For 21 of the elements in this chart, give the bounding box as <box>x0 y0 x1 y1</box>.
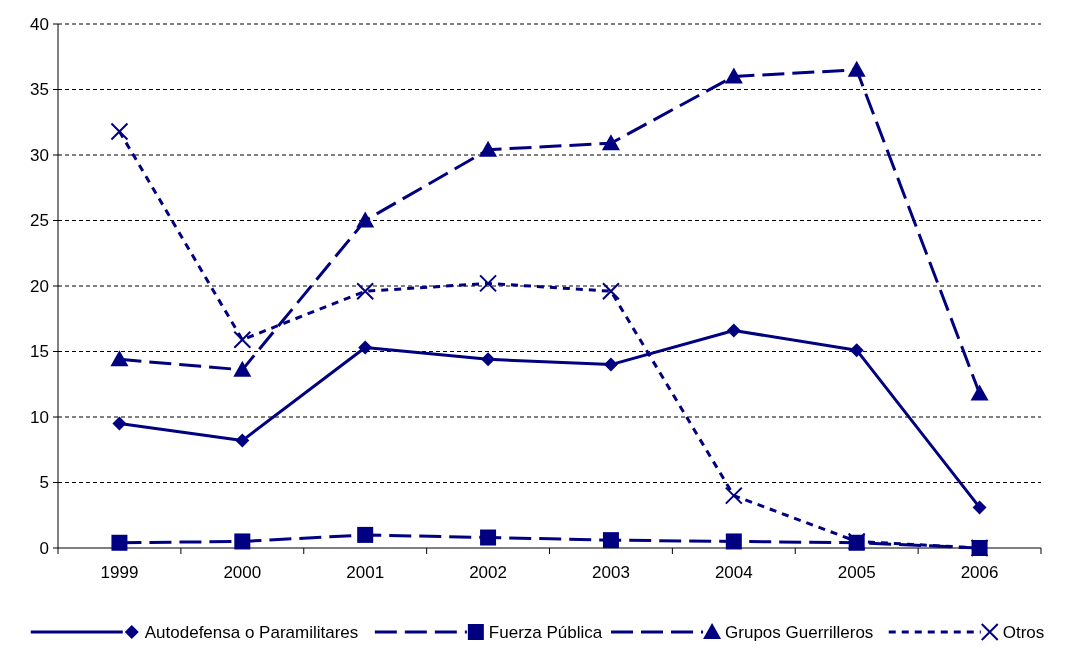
x-tick-label: 2002 <box>469 563 507 582</box>
x-tick-label: 1999 <box>100 563 139 582</box>
x-tick-label: 2004 <box>714 563 753 582</box>
legend-label: Otros <box>1002 622 1045 642</box>
legend-label: Fuerza Pública <box>488 622 603 642</box>
x-tick-label: 2001 <box>346 563 385 582</box>
x-tick-label: 2000 <box>223 563 262 582</box>
y-tick-label: 0 <box>39 538 49 558</box>
legend-label: Grupos Guerrilleros <box>725 622 874 642</box>
y-tick-label: 30 <box>30 145 49 165</box>
x-tick-label: 2005 <box>837 563 876 582</box>
y-tick-label: 35 <box>30 80 49 100</box>
x-tick-label: 2003 <box>592 563 630 582</box>
y-tick-label: 25 <box>30 211 49 231</box>
y-tick-label: 5 <box>39 473 49 493</box>
y-tick-label: 15 <box>30 342 49 362</box>
y-tick-label: 40 <box>30 14 49 34</box>
x-tick-label: 2006 <box>960 563 999 582</box>
y-tick-label: 20 <box>30 276 49 296</box>
y-tick-label: 10 <box>30 407 49 427</box>
legend-label: Autodefensa o Paramilitares <box>144 622 359 642</box>
